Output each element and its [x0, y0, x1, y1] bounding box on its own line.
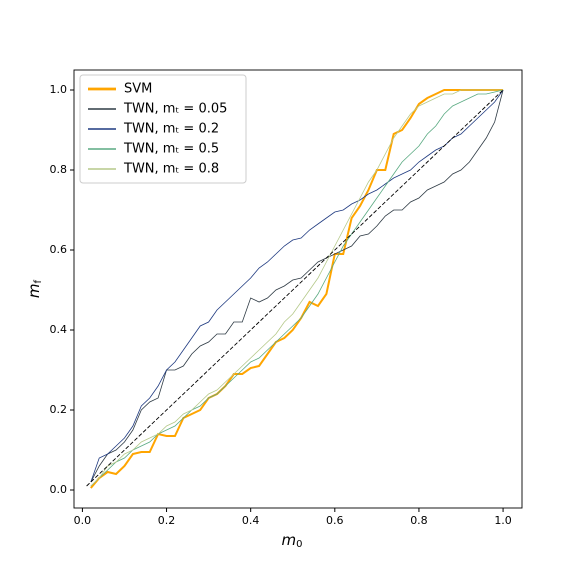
x-tick-label: 0.8 [410, 514, 428, 527]
legend-label: TWN, mₜ = 0.8 [123, 162, 219, 177]
y-tick-label: 0.6 [50, 243, 68, 256]
y-axis-label: mf [25, 279, 45, 298]
legend: SVM TWN, mₜ = 0.05 TWN, mₜ = 0.2 TWN, mₜ = … [79, 74, 247, 184]
legend-box [79, 74, 247, 184]
y-tick-label: 0.2 [50, 403, 68, 416]
x-tick-label: 0.2 [158, 514, 176, 527]
plot-frame [73, 69, 523, 509]
series-line [90, 89, 504, 489]
legend-label: TWN, mₜ = 0.2 [123, 122, 219, 137]
y-tick-label: 1.0 [50, 83, 68, 96]
series-line [90, 89, 504, 483]
legend-label: TWN, mₜ = 0.05 [123, 102, 227, 117]
series-line [90, 89, 504, 487]
y-tick-label: 0.4 [50, 323, 68, 336]
y-label-symbol: m [25, 283, 43, 298]
legend-label: TWN, mₜ = 0.5 [123, 142, 219, 157]
x-tick-label: 0.0 [74, 514, 92, 527]
y-label-subscript: f [33, 279, 44, 283]
y-tick-label: 0.0 [50, 483, 68, 496]
x-tick-label: 0.4 [242, 514, 260, 527]
x-axis-label: m0 [282, 531, 303, 551]
legend-label: SVM [124, 82, 152, 97]
x-label-subscript: 0 [296, 539, 302, 550]
y-tick-label: 0.8 [50, 163, 68, 176]
series-line [90, 89, 504, 483]
x-label-symbol: m [282, 531, 297, 549]
x-tick-label: 1.0 [494, 514, 512, 527]
series-line [90, 89, 504, 487]
x-tick-label: 0.6 [326, 514, 344, 527]
